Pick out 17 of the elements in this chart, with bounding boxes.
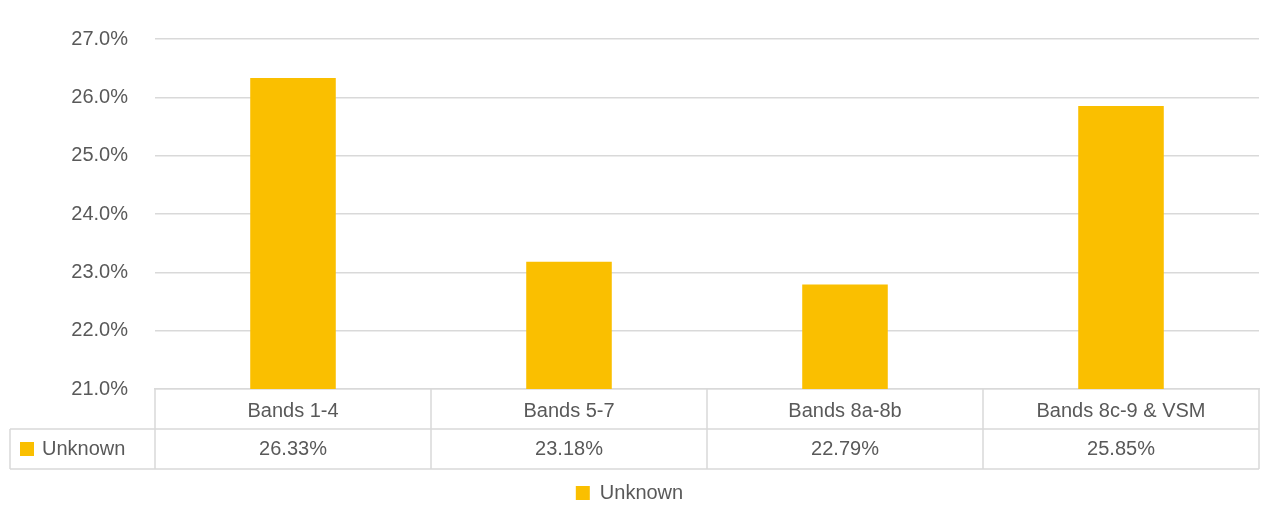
y-tick-label: 24.0% <box>71 201 129 224</box>
data-label: 22.79% <box>811 436 880 459</box>
x-tick-label: Bands 5-7 <box>523 398 615 421</box>
data-label: 23.18% <box>535 436 604 459</box>
legend-label: Unknown <box>599 480 684 503</box>
x-tick-label: Bands 8c-9 & VSM <box>1036 398 1206 421</box>
x-tick-label: Bands 1-4 <box>247 398 339 421</box>
y-tick-label: 23.0% <box>71 259 129 282</box>
text: Unknown <box>42 436 126 459</box>
y-tick-label: 27.0% <box>71 26 129 49</box>
y-tick-label: 21.0% <box>71 376 129 399</box>
data-label: 26.33% <box>259 436 328 459</box>
data-label: 25.85% <box>1087 436 1156 459</box>
y-tick-label: 22.0% <box>71 318 129 341</box>
y-tick-label: 26.0% <box>71 84 129 107</box>
x-tick-label: Bands 8a-8b <box>788 398 902 421</box>
y-tick-label: 25.0% <box>71 143 129 166</box>
